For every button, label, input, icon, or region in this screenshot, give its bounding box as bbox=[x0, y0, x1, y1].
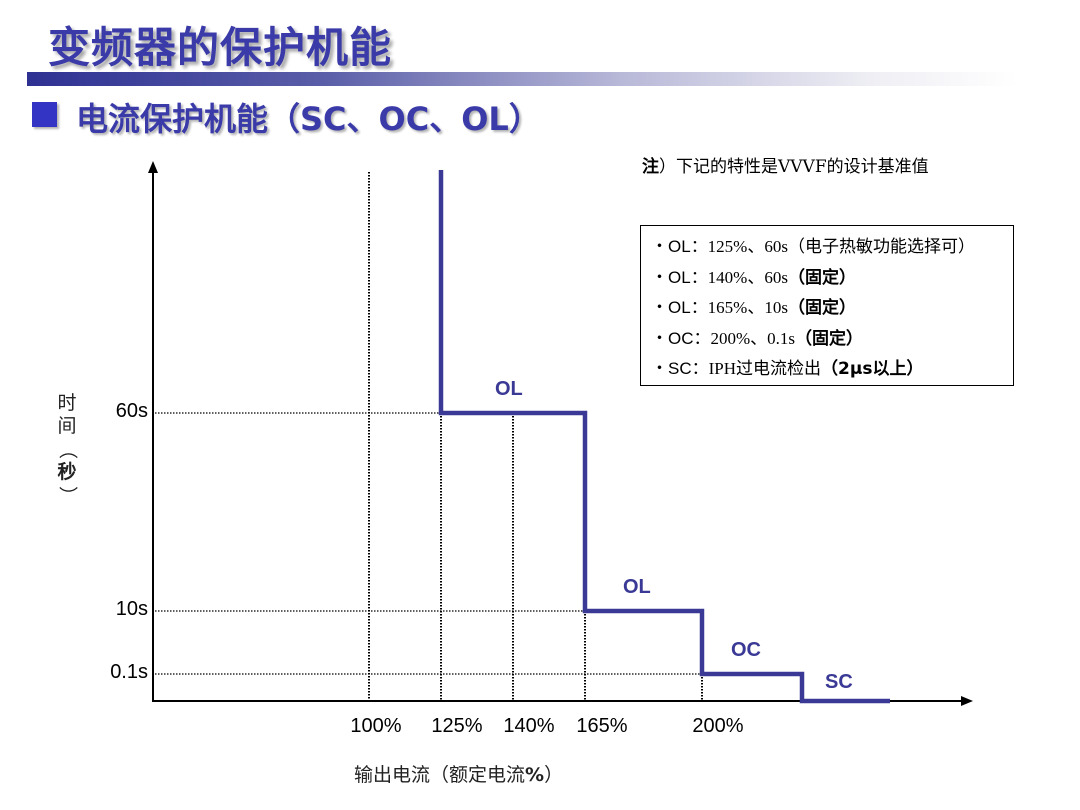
legend-extra: （电子热敏功能选择可） bbox=[787, 237, 975, 256]
legend-spec: ：200%、0.1s bbox=[693, 328, 796, 348]
horizontal-gridlines bbox=[155, 412, 702, 675]
y-tick-60s: 60s bbox=[115, 400, 148, 422]
protection-curve bbox=[438, 170, 890, 704]
y-tick-10s: 10s bbox=[115, 598, 148, 620]
y-axis-arrow-icon bbox=[148, 161, 158, 173]
legend-code: ・OL bbox=[651, 237, 691, 256]
note-text: ）下记的特性是VVVF的设计基准值 bbox=[659, 157, 929, 177]
note-prefix: 注 bbox=[642, 157, 659, 177]
ylabel-char: （ bbox=[56, 439, 79, 459]
legend-item: ・OL：140%、60s（固定） bbox=[651, 263, 1013, 294]
legend-spec: ：140%、60s bbox=[690, 267, 788, 287]
axes bbox=[148, 161, 973, 706]
vertical-gridlines bbox=[368, 172, 703, 700]
spec-legend-box: ・OL：125%、60s（电子热敏功能选择可） ・OL：140%、60s（固定）… bbox=[640, 225, 1014, 386]
legend-extra: （固定） bbox=[795, 328, 864, 349]
step-label-ol-10s: OL bbox=[623, 576, 651, 598]
step-label-sc: SC bbox=[825, 671, 853, 693]
xlabel-pct: % bbox=[525, 764, 545, 786]
legend-code: ・OL bbox=[651, 267, 691, 287]
x-tick-100pct: 100% bbox=[350, 715, 402, 737]
legend-item: ・OC：200%、0.1s（固定） bbox=[651, 324, 1013, 355]
x-axis-label: 输出电流（额定电流%） bbox=[354, 760, 563, 787]
step-label-oc: OC bbox=[731, 639, 761, 661]
x-axis-arrow-icon bbox=[961, 696, 973, 706]
x-tick-200pct: 200% bbox=[692, 715, 744, 737]
ylabel-char: 秒 bbox=[57, 461, 77, 483]
legend-item: ・OL：125%、60s（电子热敏功能选择可） bbox=[651, 232, 1013, 263]
legend-spec: ：165%、10s bbox=[690, 298, 788, 317]
title-underline-bar bbox=[27, 72, 1017, 86]
legend-code: ・OC bbox=[651, 328, 694, 348]
step-label-ol-60s: OL bbox=[495, 378, 523, 400]
xlabel-close: ） bbox=[544, 764, 564, 786]
y-axis-label: 时 间 （ 秒 ） bbox=[56, 392, 79, 507]
legend-code: ・SC bbox=[651, 359, 692, 378]
slide-subtitle: 电流保护机能（SC、OC、OL） bbox=[76, 100, 541, 138]
x-tick-140pct: 140% bbox=[503, 715, 555, 737]
y-tick-0.1s: 0.1s bbox=[110, 661, 148, 683]
slide-title: 变频器的保护机能 bbox=[48, 23, 393, 72]
x-tick-165pct: 165% bbox=[576, 715, 628, 737]
design-note: 注）下记的特性是VVVF的设计基准值 bbox=[642, 152, 929, 177]
legend-extra: （固定） bbox=[787, 298, 856, 318]
ylabel-char: 间 bbox=[57, 415, 77, 437]
legend-extra: （2μs以上） bbox=[821, 359, 924, 379]
legend-item: ・OL：165%、10s（固定） bbox=[651, 293, 1013, 324]
square-bullet-icon bbox=[32, 102, 57, 127]
legend-extra: （固定） bbox=[787, 267, 856, 288]
legend-code: ・OL bbox=[651, 298, 691, 317]
legend-spec: ：125%、60s bbox=[690, 237, 788, 256]
legend-spec: ：IPH过电流检出 bbox=[691, 359, 822, 378]
x-tick-125pct: 125% bbox=[431, 715, 483, 737]
ylabel-char: ） bbox=[56, 485, 79, 505]
legend-item: ・SC：IPH过电流检出（2μs以上） bbox=[651, 354, 1013, 385]
ylabel-char: 时 bbox=[57, 392, 77, 414]
xlabel-main: 输出电流（额定电流 bbox=[354, 764, 526, 786]
